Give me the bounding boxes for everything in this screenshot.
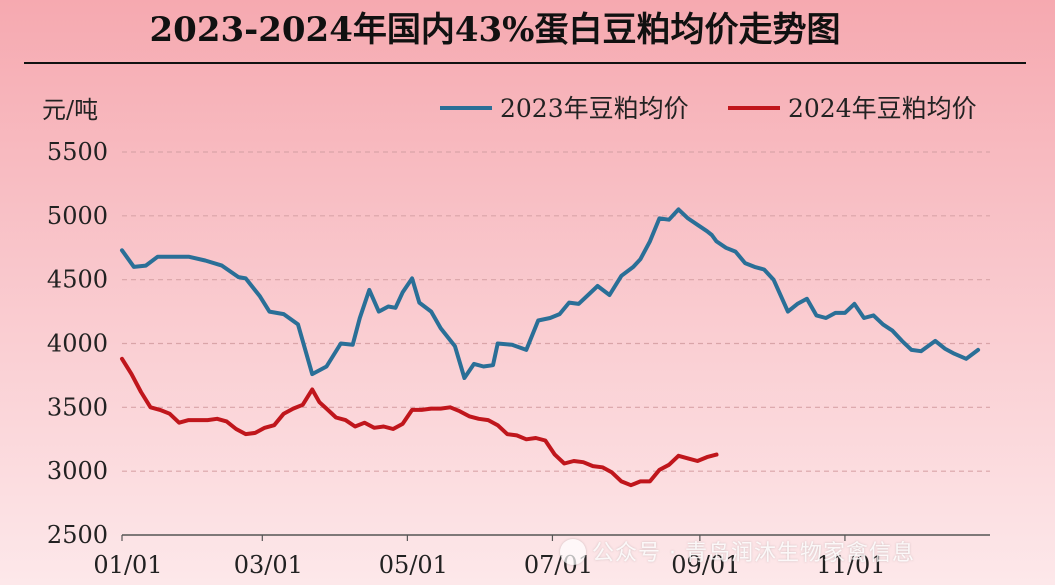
title-underline [24,62,1026,64]
y-tick-label: 2500 [47,521,108,549]
legend: 2023年豆粕均价 2024年豆粕均价 [440,94,977,123]
x-tick-label: 01/01 [93,551,162,579]
y-tick-label: 5500 [47,138,108,166]
x-axis-ticks: 01/01 03/01 05/01 07/01 09/01 11/01 [93,535,886,579]
legend-label: 2024年豆粕均价 [788,94,977,123]
y-axis-ticks: 2500 3000 3500 4000 4500 5000 5500 [47,138,108,549]
x-tick-label: 03/01 [234,551,303,579]
watermark: 公众号 · 青岛润沐生物家禽信息 [560,535,915,567]
x-tick-label: 05/01 [379,551,448,579]
y-tick-label: 4000 [47,330,108,358]
series-lines [120,207,981,488]
watermark-text: 公众号 · 青岛润沐生物家禽信息 [592,541,915,566]
wechat-logo-icon [560,539,586,565]
legend-label: 2023年豆粕均价 [500,94,689,123]
x-tick-label: 09/01 [671,551,740,579]
series-line-1 [120,207,981,380]
y-tick-label: 3500 [47,393,108,421]
grid-lines [122,151,990,536]
y-tick-label: 5000 [47,202,108,230]
series-line-2 [120,356,719,488]
y-axis-label: 元/吨 [42,96,98,124]
x-tick-label: 11/01 [816,551,885,579]
chart-title: 2023-2024年国内43%蛋白豆粕均价走势图 [149,10,841,50]
y-tick-label: 3000 [47,457,108,485]
y-tick-label: 4500 [47,266,108,294]
